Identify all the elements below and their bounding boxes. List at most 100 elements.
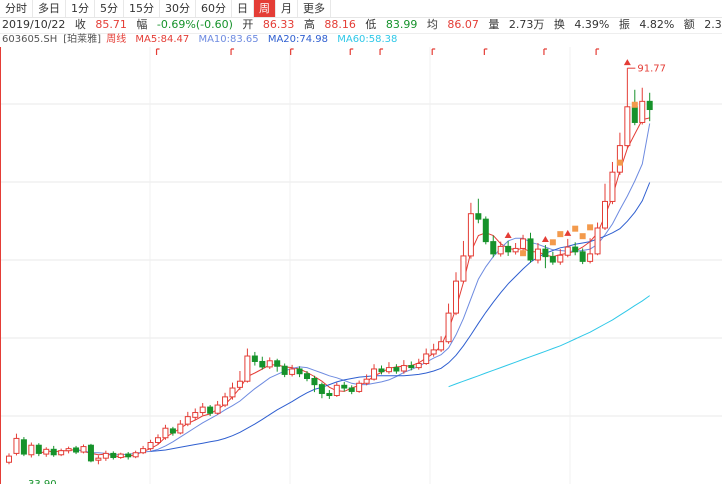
candle-body [624, 106, 631, 147]
ma-line-ma60 [448, 295, 650, 388]
candle-body [587, 253, 594, 262]
candle-body [453, 280, 459, 314]
candle-body [490, 241, 497, 255]
candle-body [341, 384, 348, 389]
candle-body [438, 341, 445, 351]
candle-body [80, 446, 87, 453]
kline-chart[interactable]: 91.77 33.90 [0, 47, 722, 484]
candle-body [333, 384, 340, 397]
signal-square [549, 239, 556, 246]
quote-info-bar: 2019/10/22 收 85.71 幅 -0.69%(-0.60) 开 86.… [2, 17, 722, 33]
candle-body [348, 387, 355, 392]
candle-body [579, 251, 586, 262]
candle-body [229, 387, 236, 398]
candle-body [95, 457, 102, 461]
tab-1[interactable]: 多日 [33, 0, 66, 17]
quote-date: 2019/10/22 [2, 18, 66, 31]
candle-body [631, 106, 638, 123]
candle-body [326, 392, 333, 397]
candle-body [572, 246, 579, 253]
signal-square [557, 231, 564, 238]
candle-body [43, 448, 50, 455]
candle-body [482, 218, 489, 243]
candle-body [169, 428, 176, 434]
candle-body [20, 439, 27, 455]
divider [0, 33, 722, 34]
candle-body [177, 423, 184, 434]
candle-body [460, 255, 467, 282]
candle-body [497, 245, 504, 255]
candle-body [356, 382, 363, 392]
candle-body [646, 100, 653, 111]
candle-body [222, 396, 229, 406]
signal-square [631, 101, 638, 108]
signal-flag [431, 48, 436, 55]
tab-9[interactable]: 月 [276, 0, 298, 17]
ma20-legend: MA20:74.98 [267, 34, 329, 45]
candle-body [534, 248, 541, 261]
tab-0[interactable]: 分时 [0, 0, 33, 17]
signal-square [520, 250, 527, 257]
candle-body [385, 367, 392, 373]
candle-body [13, 437, 20, 454]
candle-body [378, 368, 385, 373]
tab-5[interactable]: 30分 [160, 0, 196, 17]
candle-body [393, 367, 400, 372]
candle-body [274, 360, 281, 367]
candle-body [445, 312, 452, 343]
signal-flag [543, 48, 547, 55]
ma-line-ma20 [150, 182, 651, 452]
candle-body [430, 349, 437, 355]
ma-line-ma5 [38, 117, 650, 459]
signal-square [587, 224, 594, 231]
candle-body [140, 448, 147, 454]
tab-4[interactable]: 15分 [124, 0, 160, 17]
min-price-label: 33.90 [28, 479, 57, 484]
candle-body [132, 452, 139, 458]
quote-close: 85.71 [95, 18, 127, 31]
candle-body [207, 406, 214, 414]
candle-body [184, 416, 191, 425]
candle-body [155, 437, 161, 444]
candle-body [214, 404, 221, 414]
tab-2[interactable]: 1分 [66, 0, 95, 17]
tab-6[interactable]: 60分 [196, 0, 232, 17]
candle-body [371, 368, 378, 380]
signal-flag [379, 48, 384, 55]
candle-body [467, 213, 474, 257]
candle-body [296, 368, 303, 375]
candle-body [87, 444, 94, 462]
tab-8[interactable]: 周 [254, 0, 276, 17]
candle-body [564, 246, 571, 256]
stock-code: 603605.SH [2, 34, 58, 45]
quote-volume: 2.73万 [508, 18, 545, 31]
ma-legend: 603605.SH [珀莱雅] 周线 MA5:84.47 MA10:83.65 M… [2, 33, 403, 47]
candle-body [505, 245, 512, 253]
quote-low: 83.99 [385, 18, 418, 31]
candle-body [602, 200, 608, 229]
candle-body [475, 213, 482, 220]
candle-body [311, 377, 318, 386]
signal-flag [290, 48, 294, 55]
candle-body [244, 355, 251, 382]
candle-body [251, 355, 258, 362]
candle-body [50, 448, 57, 456]
tab-7[interactable]: 日 [232, 0, 254, 17]
candle-body [192, 412, 199, 418]
stock-name: [珀莱雅] [63, 34, 102, 45]
candle-body [520, 238, 527, 249]
candle-body [73, 447, 80, 453]
tab-3[interactable]: 5分 [95, 0, 124, 17]
candle-body [423, 353, 430, 365]
signal-triangle [541, 236, 549, 243]
candle-body [289, 368, 296, 375]
candle-body [415, 363, 422, 369]
candle-body [549, 256, 556, 263]
tab-10[interactable]: 更多 [298, 0, 331, 17]
candle-body [199, 406, 206, 414]
max-price-label: 91.77 [637, 64, 666, 75]
candle-body [58, 450, 65, 456]
signal-flag [483, 48, 488, 55]
signal-flag [595, 48, 600, 55]
ma5-legend: MA5:84.47 [135, 34, 190, 45]
